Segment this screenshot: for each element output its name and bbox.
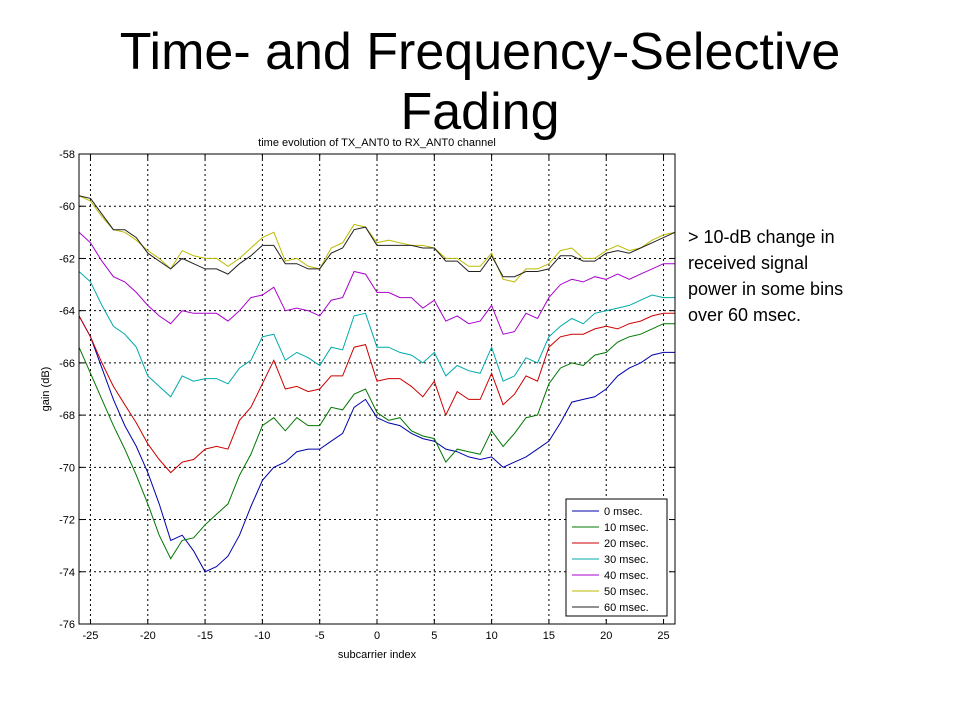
y-tick-label: -70	[59, 462, 75, 474]
plot-frame	[78, 153, 676, 625]
x-tick-label: 25	[657, 630, 669, 642]
series-line	[78, 271, 675, 398]
y-tick-label: -76	[59, 619, 75, 631]
legend-box	[565, 498, 668, 617]
y-tick-label: -60	[59, 201, 75, 213]
x-tick-label: -25	[83, 630, 99, 642]
y-tick-label: -62	[59, 253, 75, 265]
x-axis-label: subcarrier index	[338, 649, 417, 661]
y-tick-label: -72	[59, 515, 75, 527]
legend: 0 msec. 10 msec. 20 msec. 30 msec. 40 msec. 5…	[565, 498, 668, 617]
side-note-line: received signal	[688, 253, 809, 273]
slide-title: Time- and Frequency-Selective Fading	[0, 22, 960, 142]
legend-label: 10 msec.	[604, 522, 649, 534]
y-tick-label: -68	[59, 410, 75, 422]
x-tick-label: -20	[140, 630, 156, 642]
side-note-line: over 60 msec.	[688, 305, 802, 325]
chart-title: time evolution of TX_ANT0 to RX_ANT0 cha…	[258, 137, 496, 149]
slide-title-line2: Fading	[400, 83, 560, 141]
y-tick-label: -66	[59, 358, 75, 370]
x-tick-label: 5	[431, 630, 437, 642]
y-tick-label: -74	[59, 567, 75, 579]
x-tick-label: -10	[254, 630, 270, 642]
series-line	[78, 195, 676, 278]
side-note: > 10-dB change in received signal power …	[688, 224, 928, 328]
slide-title-line1: Time- and Frequency-Selective	[119, 23, 841, 81]
legend-label: 60 msec.	[604, 602, 649, 614]
y-tick-label: -64	[59, 306, 75, 318]
side-note-line: > 10-dB change in	[688, 227, 835, 247]
series-line	[78, 231, 675, 335]
x-tick-label: 20	[600, 630, 612, 642]
side-note-line: power in some bins	[688, 279, 844, 299]
y-tick-label: -58	[59, 149, 75, 161]
series-line	[78, 315, 675, 573]
x-tick-label: -5	[315, 630, 325, 642]
x-tick-label: 0	[374, 630, 380, 642]
legend-label: 20 msec.	[604, 538, 649, 550]
y-axis-label: gain (dB)	[40, 367, 52, 412]
legend-label: 50 msec.	[604, 586, 649, 598]
legend-label: 30 msec.	[604, 554, 649, 566]
legend-label: 40 msec.	[604, 570, 649, 582]
series-line	[78, 312, 675, 474]
legend-label: 0 msec.	[604, 506, 643, 518]
x-tick-label: -15	[197, 630, 213, 642]
series-line	[78, 195, 676, 283]
series-line	[78, 323, 675, 560]
x-tick-label: 10	[485, 630, 497, 642]
x-tick-label: 15	[543, 630, 555, 642]
